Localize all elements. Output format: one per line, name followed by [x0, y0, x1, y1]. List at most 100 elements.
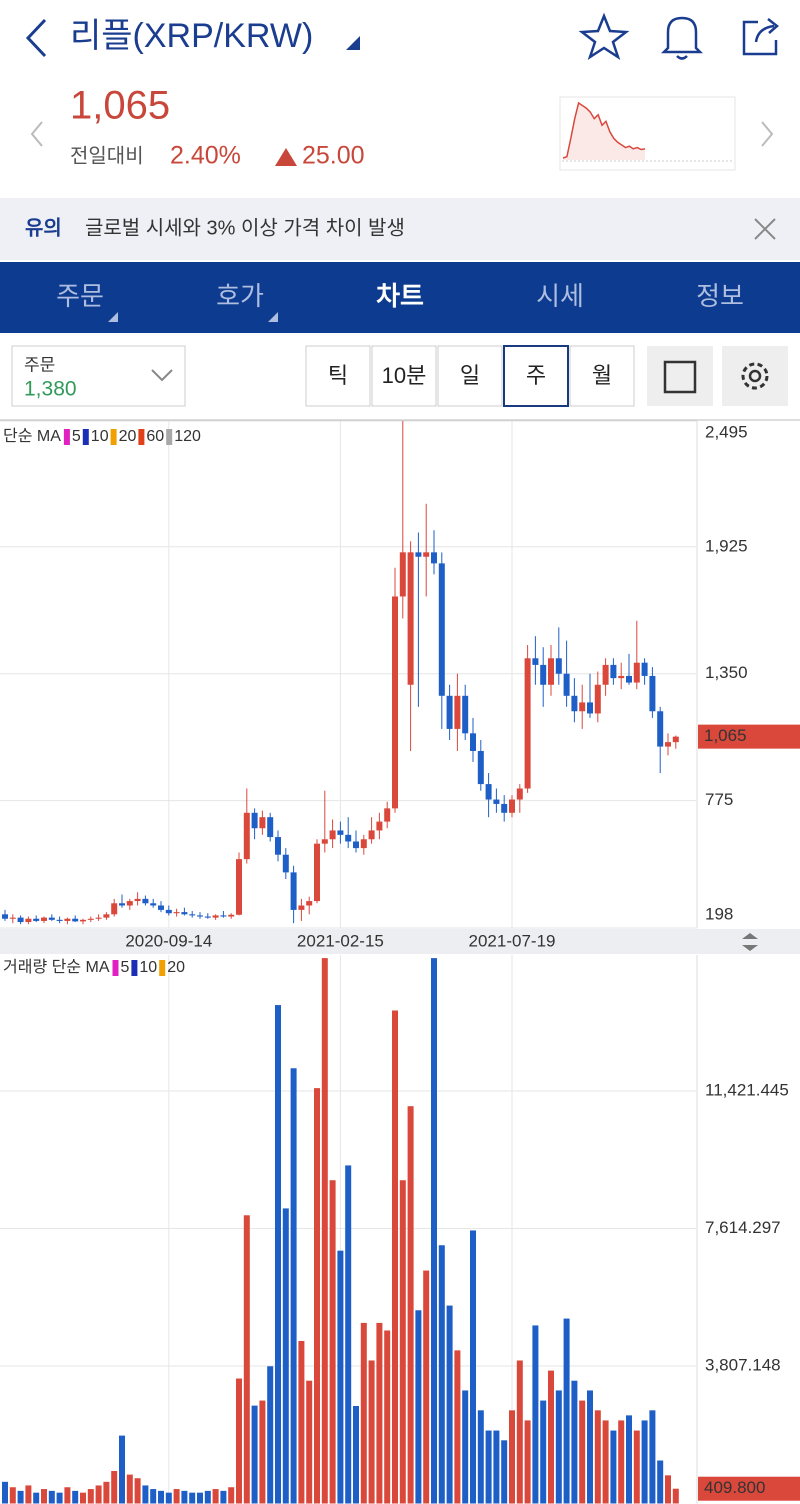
period-button[interactable] — [569, 345, 635, 407]
tab[interactable]: 차트 — [376, 281, 424, 311]
next-arrow[interactable] — [761, 121, 774, 147]
volume-bar — [142, 1485, 149, 1504]
share-icon[interactable] — [742, 18, 779, 56]
volume-bar — [111, 1470, 118, 1504]
period-button[interactable] — [437, 345, 503, 407]
order-select[interactable] — [11, 345, 186, 407]
volume-bar — [87, 1489, 94, 1504]
settings-gear — [741, 362, 769, 390]
candle-body — [150, 903, 157, 906]
current-value-box — [698, 724, 800, 749]
favorite-icon[interactable] — [578, 12, 630, 60]
layout-button[interactable] — [647, 346, 713, 406]
candle-body — [251, 812, 258, 829]
tab[interactable]: 정보 — [696, 281, 744, 311]
candle-body — [555, 658, 562, 674]
title-dropdown[interactable] — [346, 36, 360, 50]
period-label: 10분 — [382, 363, 427, 388]
tab[interactable]: 시세 — [536, 281, 584, 311]
candle-body — [524, 658, 531, 789]
candle-body — [298, 905, 305, 910]
volume-bar — [516, 1360, 523, 1504]
volume-bar — [80, 1492, 86, 1504]
candle-body — [103, 914, 110, 918]
sparkline-area — [563, 103, 645, 160]
volume-bar — [555, 1390, 562, 1504]
period-button[interactable] — [371, 345, 437, 407]
period-button[interactable] — [305, 345, 371, 407]
volume-bar — [267, 1366, 274, 1504]
volume-bar — [493, 1430, 500, 1504]
candle-body — [87, 918, 94, 920]
x-tick-label: 2020-09-14 — [125, 931, 212, 950]
settings-button[interactable] — [722, 346, 788, 406]
resize-handle[interactable] — [742, 933, 758, 951]
volume-bar — [243, 1215, 250, 1504]
current-value-box — [698, 1476, 800, 1501]
volume-bar — [306, 1380, 313, 1504]
tab-bar — [0, 262, 800, 333]
candle-body — [2, 914, 8, 919]
y-tick-label: 1,350 — [705, 663, 748, 682]
y-tick-label: 1,925 — [705, 536, 748, 555]
y-tick-label: 198 — [705, 904, 733, 923]
candle-body — [532, 658, 539, 665]
date-strip — [0, 929, 800, 954]
candle-body — [485, 784, 492, 800]
volume-bar — [360, 1322, 367, 1504]
candle-body — [259, 817, 266, 829]
tab[interactable]: 주문 — [56, 281, 104, 311]
legend-swatch — [131, 960, 138, 976]
candle-body — [337, 830, 344, 835]
period-label: 틱 — [328, 363, 348, 388]
prev-arrow[interactable] — [30, 121, 43, 147]
volume-bar — [119, 1435, 125, 1504]
legend-swatch — [110, 429, 117, 445]
volume-bar — [633, 1430, 640, 1504]
period-button[interactable] — [503, 345, 569, 407]
volume-bar — [64, 1487, 71, 1504]
candle-body — [345, 834, 352, 842]
candle-body — [587, 702, 593, 714]
x-tick-label: 2021-07-19 — [469, 931, 556, 950]
tab[interactable]: 호가 — [216, 281, 264, 311]
candle-body — [563, 673, 570, 696]
candle-body — [423, 552, 430, 557]
change-pct: 2.40% — [170, 142, 241, 170]
legend-title: 거래량 단순 MA — [3, 958, 110, 976]
notice-close[interactable] — [754, 218, 776, 240]
back-button[interactable] — [25, 18, 47, 58]
volume-bar — [2, 1481, 8, 1504]
volume-bar — [641, 1420, 648, 1504]
volume-bar — [173, 1489, 180, 1504]
price: 1,065 — [70, 84, 170, 128]
alarm-icon[interactable] — [660, 16, 704, 60]
candle-body — [306, 901, 313, 906]
settings-gear-hub — [748, 369, 762, 383]
legend-swatch — [112, 960, 119, 976]
candle-body — [672, 736, 679, 743]
sparkline-box — [559, 96, 736, 171]
volume-bar — [212, 1489, 219, 1504]
candle-body — [290, 872, 297, 910]
volume-bar — [392, 1010, 398, 1504]
candle-body — [407, 552, 414, 685]
legend-swatch — [63, 429, 70, 445]
volume-bar — [337, 1250, 344, 1504]
candle-body — [228, 914, 235, 917]
candle-body — [204, 916, 211, 918]
candle-body — [665, 742, 671, 747]
volume-bar — [197, 1492, 203, 1504]
volume-bar — [407, 1106, 414, 1504]
candle-body — [540, 664, 547, 685]
volume-bar — [220, 1490, 227, 1504]
notice-text: 글로벌 시세와 3% 이상 가격 차이 발생 — [85, 216, 405, 239]
volume-bar — [532, 1325, 539, 1504]
candle-body — [126, 901, 133, 906]
periods: 틱 10분 일 주 월 — [305, 345, 635, 407]
candle-body — [633, 662, 640, 683]
notice-bar — [0, 198, 800, 260]
sparkline-line — [562, 101, 646, 159]
volume-bar — [275, 1005, 281, 1504]
volume-bar — [477, 1410, 484, 1504]
